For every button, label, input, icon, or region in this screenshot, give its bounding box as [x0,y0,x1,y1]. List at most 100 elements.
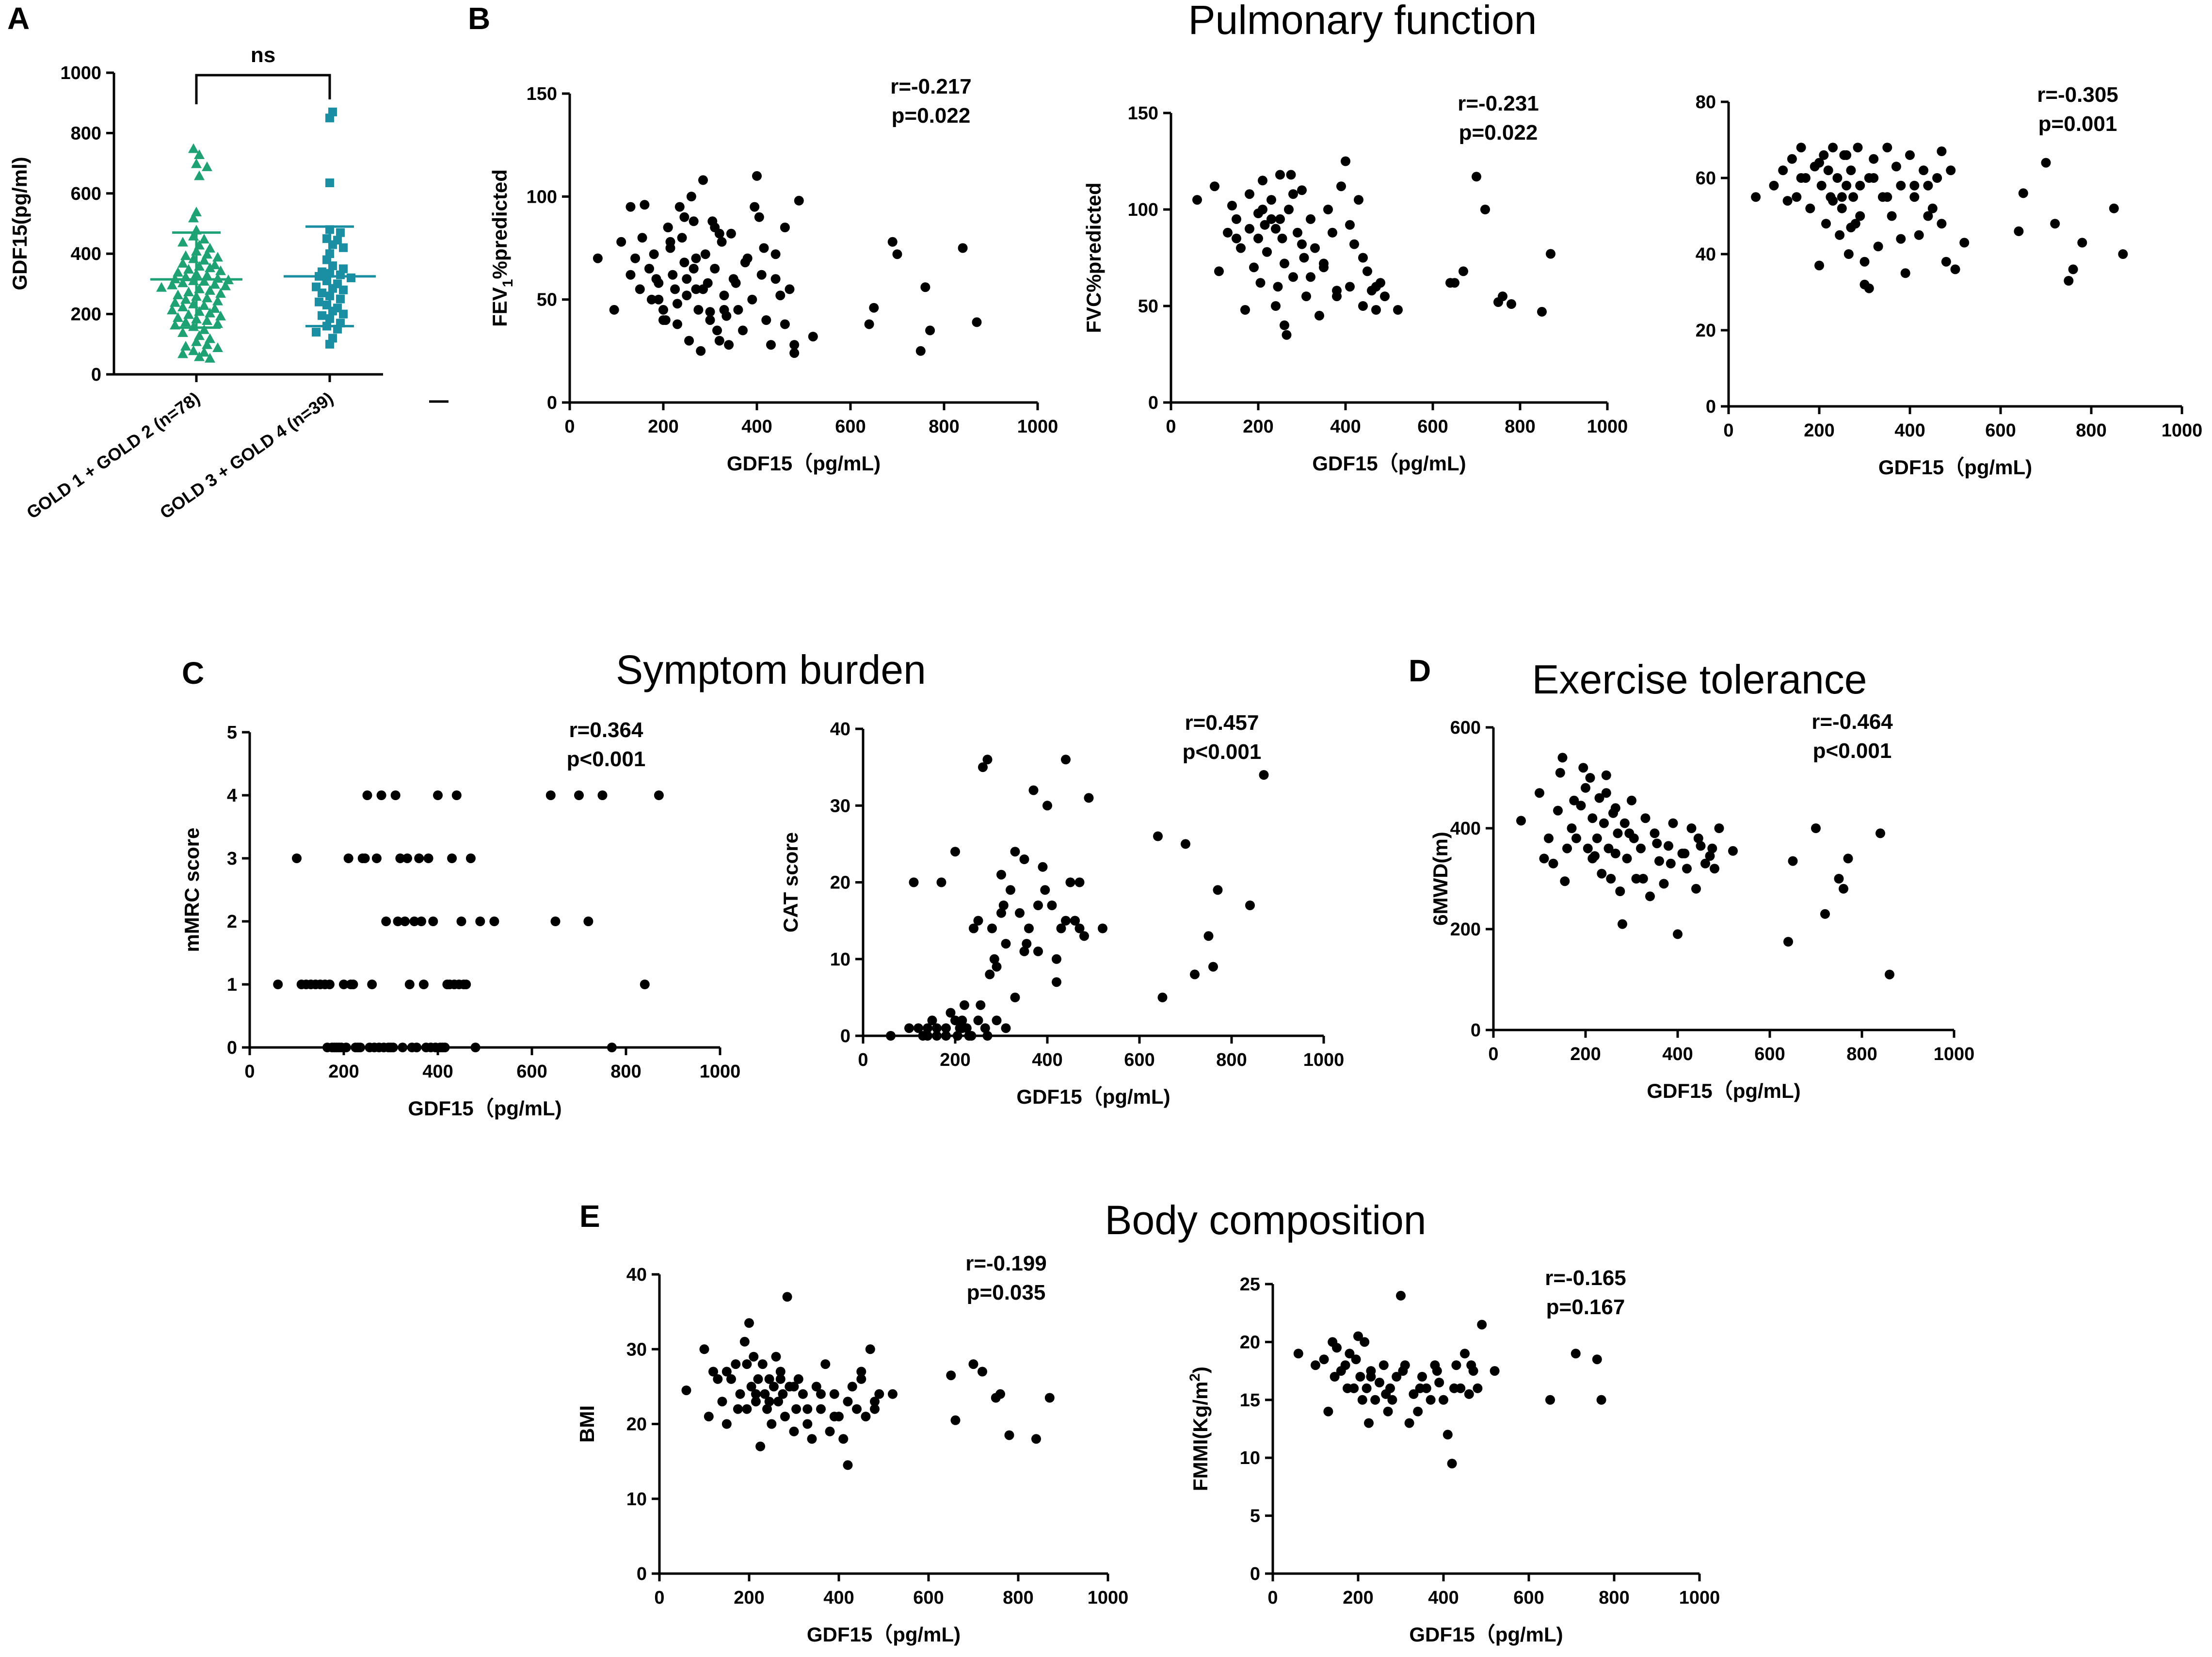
data-point [1349,239,1359,249]
data-point [1832,173,1843,183]
data-point [1555,768,1565,778]
data-point [749,1351,759,1362]
data-point [704,1412,714,1422]
data-point [1652,838,1662,849]
data-point [693,305,704,315]
data-point [418,980,429,989]
data-point-triangle [209,303,220,313]
data-point [1362,266,1372,276]
data-point [713,1374,723,1384]
data-point [390,790,401,800]
y-axis-label-main: FMMI(Kg/m [1189,1382,1212,1491]
significance-label: ns [251,43,275,67]
correlation-p: p=0.022 [1459,121,1538,145]
correlation-p: p=0.035 [967,1281,1046,1304]
data-point [998,901,1009,910]
data-point [475,917,485,926]
data-point [1645,891,1655,901]
x-tick-label: 0 [1166,417,1176,437]
data-point [1208,962,1218,972]
data-point [1336,181,1346,192]
y-tick-label: 100 [527,187,557,207]
data-point [1882,192,1892,202]
data-point [780,223,790,232]
data-point [673,319,682,329]
data-point [1271,224,1281,234]
data-point [640,980,650,989]
data-point [995,1389,1005,1399]
data-point [1332,1343,1342,1353]
data-point [1631,874,1641,884]
panel-letter-e: E [579,1199,600,1234]
y-tick-label: 25 [1240,1274,1260,1295]
data-point [1040,885,1050,895]
data-point [1353,1331,1363,1341]
y-tick-label: 800 [71,123,101,144]
data-point [402,853,412,863]
y-axis-label-sub: 1 [500,279,516,288]
x-tick-label: 800 [1216,1050,1247,1070]
data-point [753,1374,763,1384]
data-point [726,228,736,239]
data-point [670,284,680,294]
data-point [757,1359,768,1369]
data-point [966,1031,977,1041]
y-tick-label: 30 [830,796,850,816]
data-point [1396,1290,1406,1301]
data-point [1842,150,1852,160]
y-tick-label: 4 [227,786,237,806]
data-point [731,278,741,288]
data-point [1896,180,1906,191]
data-point [731,1359,741,1369]
data-point-triangle [183,264,194,274]
data-point [932,1023,942,1033]
data-point-triangle [199,276,209,286]
data-point [447,853,457,863]
data-point [1052,977,1061,987]
data-point [789,340,800,350]
data-point-triangle [167,305,177,315]
data-point [976,1000,986,1010]
data-point-triangle [202,292,212,303]
data-point [852,1404,862,1414]
x-tick-label: 200 [1570,1044,1601,1064]
data-point [843,1397,853,1407]
x-axis-label: GDF15（pg/mL) [1647,1079,1800,1102]
data-point [932,1031,942,1041]
data-point [1033,901,1043,910]
correlation-r: r=-0.199 [965,1252,1047,1275]
data-point [957,1015,967,1026]
data-point-triangle [180,250,191,260]
data-point [785,284,795,294]
data-point [960,1000,969,1010]
x-tick-label: 1000 [2162,420,2203,441]
data-point [1275,214,1285,224]
data-point [691,253,701,263]
data-point [1578,763,1588,773]
data-point-triangle [188,345,199,355]
data-point-square [339,243,348,252]
x-tick-label: 0 [564,417,575,437]
data-point [1846,223,1856,233]
data-point [1585,773,1595,783]
data-point [1477,1319,1487,1330]
y-tick-label: 5 [1250,1506,1260,1527]
data-point [1668,818,1678,828]
data-point [1828,143,1838,153]
panel-letter-b: B [468,1,490,36]
y-axis-label: mMRC score [180,828,203,952]
data-point [1569,795,1579,805]
data-point [1203,931,1214,941]
data-point-square [315,297,323,306]
data-point [1778,165,1788,176]
data-point [761,315,771,325]
x-tick-label: 200 [1343,1588,1373,1608]
data-point [1236,243,1246,253]
y-tick-label: 600 [1450,718,1481,738]
data-point [1459,266,1468,276]
data-point [1061,755,1071,765]
data-point [825,1426,835,1436]
data-point [950,847,960,857]
data-point [1627,795,1636,805]
data-point [717,237,727,247]
